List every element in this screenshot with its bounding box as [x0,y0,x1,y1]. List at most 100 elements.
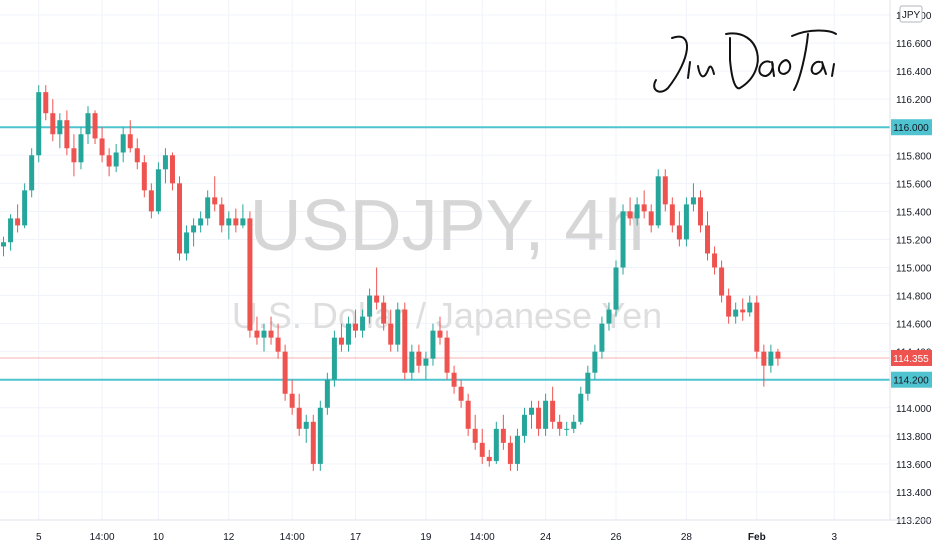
candle-body [155,169,161,212]
x-tick-label: 10 [153,532,165,543]
candle-body [106,155,112,167]
candle-body [303,421,309,429]
candle-body [613,267,619,310]
candle-body [212,197,218,205]
candle-body [648,211,654,226]
y-tick-label: 115.600 [896,179,932,190]
candle-body [585,372,591,394]
candle-body [226,218,232,226]
y-tick-label: 116.200 [896,95,932,106]
y-tick-label: 116.400 [896,67,932,78]
candle-body [29,155,35,191]
candle-body [705,225,711,254]
currency-label: JPY [902,10,921,21]
candle-body [641,204,647,212]
candle-body [761,351,767,366]
candle-body [444,337,450,373]
x-tick-label: 3 [831,532,837,543]
candle-body [134,148,140,163]
candle-body [296,407,302,429]
candle-body [254,330,260,338]
y-tick-label: 116.600 [896,39,932,50]
candle-body [268,330,274,338]
candle-body [430,330,436,359]
candle-body [113,152,119,167]
x-tick-label: 17 [350,532,362,543]
candle-body [571,421,577,429]
x-tick-label: 28 [681,532,693,543]
candle-body [57,120,63,135]
candle-body [451,372,457,387]
x-tick-label: 14:00 [470,532,495,543]
candle-body [8,218,14,243]
candle-body [324,379,330,408]
candle-body [64,120,70,149]
last-price-badge [891,349,932,366]
price-axis[interactable] [890,0,932,520]
y-tick-label: 115.800 [896,151,932,162]
candle-body [564,428,570,430]
candle-body [514,435,520,464]
candle-body [754,302,760,352]
y-tick-label: 115.400 [896,207,932,218]
candle-body [233,218,239,226]
candle-body [500,428,506,443]
candle-body [719,267,725,296]
candle-body [458,386,464,401]
candle-body [317,407,323,464]
candle-body [599,323,605,352]
candle-body [275,337,281,352]
candle-body [162,155,168,170]
candle-body [353,323,359,331]
candle-body [198,218,204,226]
candle-body [120,134,126,153]
candle-body [395,309,401,345]
candle-body [669,204,675,226]
candle-body [289,393,295,408]
y-tick-label: 113.600 [896,460,932,471]
x-tick-label: 19 [420,532,432,543]
candle-body [282,351,288,394]
candle-body [733,309,739,317]
candle-body [15,218,21,226]
candle-body [141,162,147,191]
candle-body [36,92,42,156]
currency-badge[interactable] [899,5,923,23]
y-tick-label: 115.000 [896,264,932,275]
candle-body [310,421,316,464]
candle-body [127,134,133,149]
candle-body [374,295,380,303]
candle-body [388,323,394,345]
candle-body [493,428,499,462]
price-labels: 116.000 114.200 114.355 [891,119,932,388]
candle-body [416,351,422,366]
candle-body [543,400,549,429]
candle-body [536,407,542,429]
candle-body [345,323,351,345]
candle-body [472,428,478,443]
candle-body [697,197,703,226]
last-price-label: 114.355 [893,354,929,365]
candle-body [71,148,77,163]
candle-body [184,232,190,254]
candle-body [261,330,267,338]
x-tick-label: 14:00 [280,532,305,543]
candle-body [22,190,28,226]
candle-body [726,295,732,317]
candle-body [219,204,225,226]
candle-body [177,183,183,254]
candle-body [409,351,415,373]
candle-body [768,351,774,366]
candle-body [205,197,211,219]
candle-body [247,218,253,331]
watermark-symbol: USDJPY, 4h [250,186,645,266]
x-tick-label: Feb [748,532,766,543]
candle-body [521,414,527,436]
candle-body [775,351,781,359]
candle-body [529,407,535,415]
candle-body [85,113,91,135]
candle-body [423,358,429,366]
y-tick-label: 115.200 [896,235,932,246]
candle-body [169,155,175,184]
